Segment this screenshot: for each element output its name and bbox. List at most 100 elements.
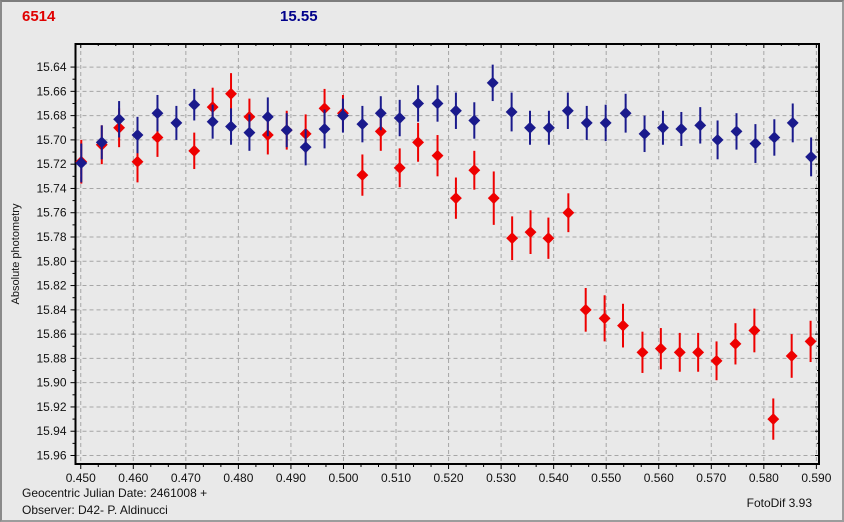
svg-text:15.76: 15.76 — [36, 206, 66, 220]
target-red-point — [710, 354, 723, 367]
target-red-point — [449, 192, 462, 205]
comparison-blue-point — [505, 106, 518, 118]
target-red-point — [562, 206, 575, 219]
target-red-point — [468, 164, 481, 177]
observer-note: Observer: D42- P. Aldinucci — [22, 503, 168, 517]
svg-text:15.68: 15.68 — [36, 109, 66, 123]
comparison-blue-point — [261, 110, 274, 123]
target-red-point — [767, 413, 780, 426]
svg-text:0.540: 0.540 — [539, 471, 569, 485]
svg-text:0.530: 0.530 — [486, 471, 516, 485]
comparison-blue-point — [542, 121, 555, 134]
target-red-point — [617, 319, 629, 332]
target-red-point — [785, 350, 798, 362]
svg-text:15.72: 15.72 — [36, 157, 66, 171]
plot-border — [74, 43, 820, 465]
comparison-blue-point — [486, 76, 499, 89]
app-version-label: FotoDif 3.93 — [746, 496, 812, 510]
svg-text:15.78: 15.78 — [36, 230, 66, 244]
comparison-blue-series — [75, 64, 818, 183]
target-red-point — [151, 131, 164, 144]
svg-text:0.470: 0.470 — [171, 471, 201, 485]
comparison-blue-point — [768, 131, 781, 144]
svg-text:0.500: 0.500 — [328, 471, 358, 485]
comparison-blue-point — [786, 116, 799, 129]
target-red-point — [636, 346, 649, 359]
svg-text:15.90: 15.90 — [36, 376, 66, 390]
comparison-blue-point — [225, 120, 237, 133]
svg-text:0.560: 0.560 — [644, 471, 674, 485]
comparison-blue-point — [299, 141, 312, 154]
comparison-blue-point — [449, 104, 462, 117]
svg-text:0.520: 0.520 — [434, 471, 464, 485]
comparison-blue-point — [524, 121, 536, 134]
svg-text:0.460: 0.460 — [118, 471, 148, 485]
target-red-point — [524, 226, 537, 239]
svg-text:0.490: 0.490 — [276, 471, 306, 485]
target-red-point — [506, 232, 519, 245]
svg-text:15.74: 15.74 — [36, 181, 66, 195]
object-id-title: 6514 — [22, 8, 56, 25]
axis-ticks — [70, 44, 819, 469]
y-tick-labels: 15.64 15.66 15.68 15.70 15.72 15.74 15.76 15.78… — [36, 60, 66, 462]
comparison-blue-point — [431, 97, 444, 110]
comparison-blue-point — [675, 123, 688, 135]
comparison-blue-point — [356, 118, 369, 131]
comparison-blue-point — [206, 115, 219, 128]
comparison-blue-point — [75, 157, 88, 169]
target-red-point — [692, 346, 705, 359]
comparison-blue-point — [619, 107, 632, 120]
magnitude-title: 15.55 — [280, 8, 318, 25]
target-red-point — [356, 169, 369, 182]
comparison-blue-point — [113, 113, 126, 126]
svg-text:0.510: 0.510 — [381, 471, 411, 485]
comparison-blue-point — [730, 125, 743, 138]
comparison-blue-point — [638, 127, 651, 140]
julian-date-note: Geocentric Julian Date: 2461008 + — [22, 486, 208, 500]
x-tick-labels: 0.450 0.460 0.470 0.480 0.490 0.500 0.510 0.520… — [66, 471, 832, 485]
target-red-series — [75, 73, 817, 440]
target-red-point — [729, 337, 742, 350]
target-red-point — [188, 144, 201, 157]
svg-text:15.82: 15.82 — [36, 279, 66, 293]
gridlines — [75, 44, 819, 464]
comparison-blue-point — [412, 97, 425, 110]
comparison-blue-point — [243, 126, 256, 139]
svg-text:15.64: 15.64 — [36, 60, 66, 74]
comparison-blue-point — [170, 116, 183, 129]
comparison-blue-point — [188, 98, 201, 111]
comparison-blue-point — [151, 107, 164, 120]
target-red-point — [431, 149, 444, 162]
comparison-blue-point — [694, 119, 707, 132]
svg-text:0.570: 0.570 — [696, 471, 726, 485]
comparison-blue-point — [561, 104, 574, 117]
svg-text:0.590: 0.590 — [801, 471, 831, 485]
target-red-point — [654, 342, 667, 355]
comparison-blue-point — [580, 116, 593, 129]
comparison-blue-point — [805, 150, 818, 163]
target-red-point — [804, 335, 817, 348]
svg-text:0.580: 0.580 — [749, 471, 779, 485]
target-red-point — [579, 303, 592, 316]
svg-text:15.80: 15.80 — [36, 254, 66, 268]
svg-text:15.96: 15.96 — [36, 449, 66, 463]
comparison-blue-point — [468, 114, 481, 127]
svg-text:15.84: 15.84 — [36, 303, 66, 317]
comparison-blue-point — [318, 123, 331, 135]
comparison-blue-point — [374, 107, 387, 120]
svg-text:15.88: 15.88 — [36, 351, 66, 365]
svg-text:0.450: 0.450 — [66, 471, 96, 485]
comparison-blue-point — [280, 124, 293, 137]
target-red-point — [748, 324, 761, 337]
svg-text:15.66: 15.66 — [36, 84, 66, 98]
svg-text:15.86: 15.86 — [36, 327, 66, 341]
comparison-blue-point — [599, 116, 612, 129]
svg-text:15.92: 15.92 — [36, 400, 66, 414]
target-red-point — [542, 232, 555, 245]
target-red-point — [412, 136, 425, 149]
comparison-blue-point — [749, 137, 762, 150]
comparison-blue-point — [711, 133, 724, 146]
target-red-point — [673, 346, 686, 359]
